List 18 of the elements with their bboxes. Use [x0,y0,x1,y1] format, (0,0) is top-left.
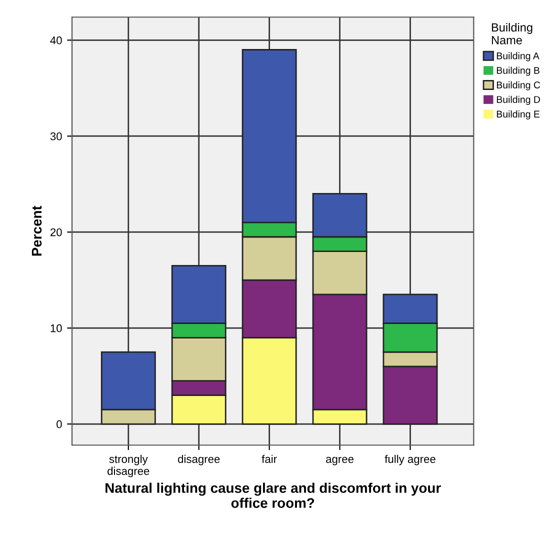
x-tick-label: disagree [178,454,220,466]
y-tick-label: 10 [50,324,62,332]
x-tick-label: fully agree [384,454,436,466]
legend-label: Building D [496,96,540,105]
legend-title: Building Name [492,22,532,44]
y-tick-label: 30 [50,132,62,140]
y-tick-label: 20 [50,228,62,236]
x-tick-label: agree [326,456,354,466]
x-axis-title: Natural lighting cause glare and discomfort in your office room? [106,482,441,508]
y-axis-title: Percent [32,206,42,256]
y-tick-label: 40 [50,36,62,44]
legend-label: Building C [496,81,540,90]
legend-label: Building A [496,52,540,62]
x-tick-label: strongly disagree [108,454,150,478]
x-tick-label: fair [262,454,277,464]
legend-label: Building E [496,110,540,120]
y-tick-label: 0 [56,420,62,428]
legend-label: Building B [496,66,540,76]
